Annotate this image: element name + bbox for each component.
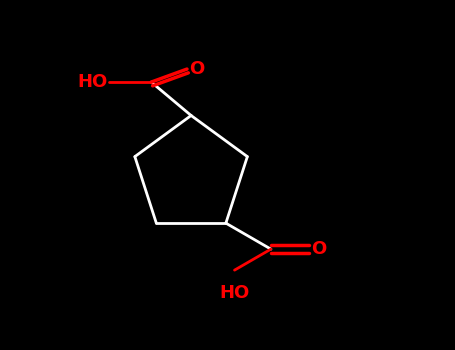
Text: HO: HO (77, 73, 107, 91)
Text: HO: HO (219, 284, 250, 302)
Text: O: O (189, 60, 204, 78)
Text: O: O (311, 240, 326, 258)
